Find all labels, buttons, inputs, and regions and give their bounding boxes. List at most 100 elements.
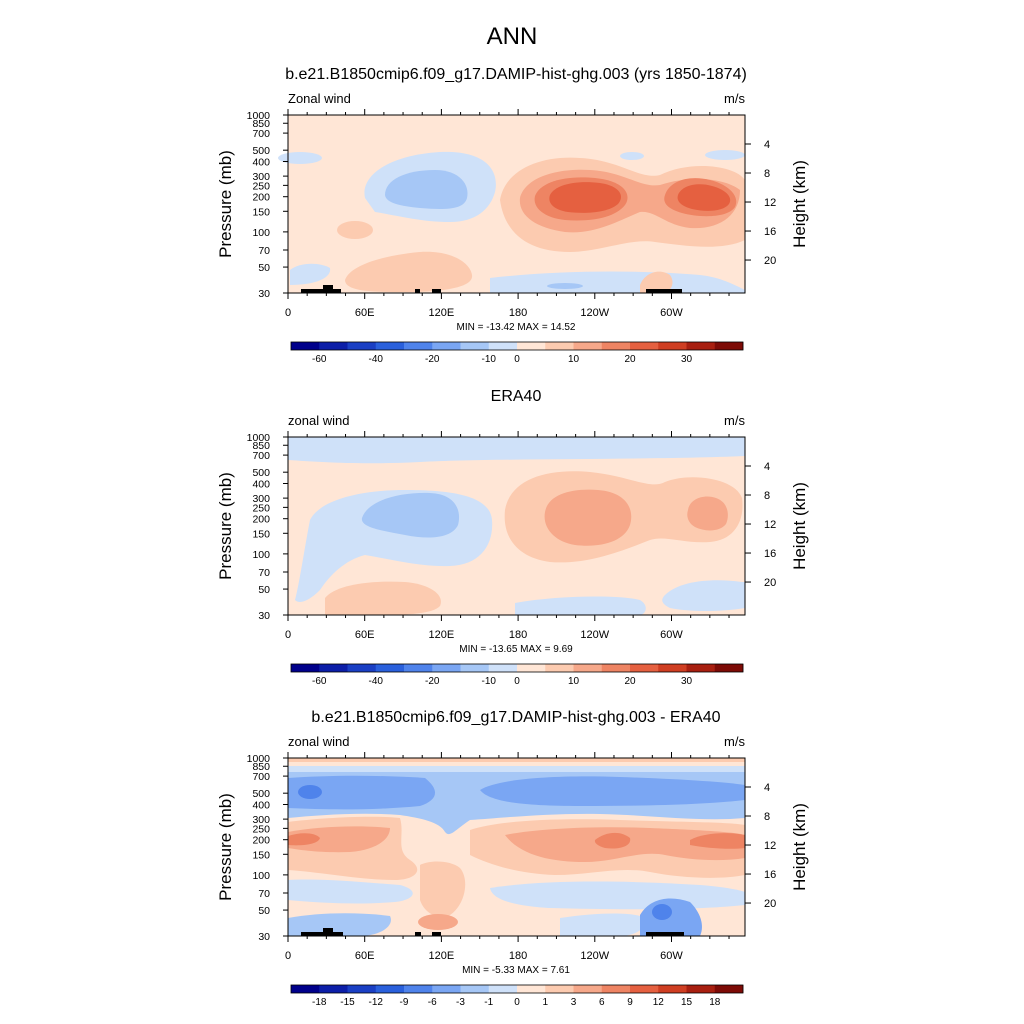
colorbar-swatch	[375, 985, 405, 993]
contour-regions	[288, 437, 745, 615]
y-right-tick-label: 4	[764, 139, 770, 151]
colorbar-swatch	[573, 664, 603, 672]
colorbar-swatch	[347, 664, 377, 672]
contour-region	[560, 913, 646, 936]
main-title: ANN	[487, 23, 538, 50]
contour-region	[690, 833, 745, 849]
y-tick-label: 500	[252, 788, 270, 800]
panel-title: b.e21.B1850cmip6.f09_g17.DAMIP-hist-ghg.…	[311, 709, 720, 726]
y-right-tick-label: 4	[764, 461, 770, 473]
y-right-tick-label: 12	[764, 840, 776, 852]
stats-label: MIN = -13.65 MAX = 9.69	[459, 644, 573, 655]
contour-region	[480, 776, 745, 806]
panel-reference: ERA40 zonal wind m/s 0 60E 12	[216, 388, 809, 687]
contour-region	[278, 152, 322, 164]
colorbar-swatch	[347, 342, 377, 350]
colorbar-swatch	[658, 342, 687, 350]
contour-region	[515, 596, 646, 615]
y-tick-label: 400	[252, 800, 270, 812]
y-tick-label: 50	[258, 262, 270, 274]
colorbar-swatch	[347, 985, 377, 993]
colorbar-swatch	[714, 664, 744, 672]
y-axis-label-right: Height (km)	[790, 482, 809, 570]
y-tick-label: 150	[252, 849, 270, 861]
colorbar-swatch	[517, 985, 546, 993]
colorbar-swatch	[291, 985, 320, 993]
contour-region	[677, 184, 731, 211]
y-tick-label: 30	[258, 931, 270, 943]
contour-region	[549, 182, 621, 213]
stats-label: MIN = -13.42 MAX = 14.52	[457, 322, 576, 333]
colorbar-swatch	[714, 985, 744, 993]
x-tick-label: 180	[509, 629, 527, 641]
colorbar-swatch	[488, 985, 518, 993]
contour-region	[288, 826, 390, 853]
y-tick-label: 250	[252, 180, 270, 192]
x-tick-label: 180	[509, 950, 527, 962]
x-tick-label: 60E	[355, 950, 375, 962]
colorbar-swatch	[488, 664, 518, 672]
x-tick-label: 120E	[429, 950, 455, 962]
colorbar-label: -10	[482, 354, 497, 365]
colorbar-swatch	[319, 664, 348, 672]
y-axis-label: Pressure (mb)	[216, 793, 235, 901]
topography	[301, 289, 341, 293]
variable-label: zonal wind	[288, 734, 349, 749]
variable-label: zonal wind	[288, 413, 349, 428]
colorbar-swatch	[630, 985, 659, 993]
colorbar-swatch	[460, 342, 490, 350]
plot-frame	[287, 436, 746, 616]
x-tick-label: 120W	[580, 307, 609, 319]
y-axis-label: Pressure (mb)	[216, 472, 235, 580]
contour-region	[288, 833, 320, 846]
colorbar-label: -9	[400, 997, 409, 1008]
colorbar-swatch	[686, 664, 716, 672]
variable-label: Zonal wind	[288, 91, 351, 106]
y-right-tick-label: 8	[764, 811, 770, 823]
colorbar-label: 0	[514, 354, 520, 365]
colorbar-swatch	[630, 664, 659, 672]
contour-region	[620, 152, 644, 160]
colorbar-swatch	[404, 664, 433, 672]
contour-region	[288, 452, 745, 464]
colorbar-label: -12	[369, 997, 384, 1008]
y-tick-label: 250	[252, 502, 270, 514]
y-tick-label: 300	[252, 814, 270, 826]
contour-region	[290, 263, 331, 285]
y-tick-label: 500	[252, 145, 270, 157]
colorbar-label: 1	[542, 997, 548, 1008]
contour-region	[337, 221, 373, 239]
colorbar-label: 10	[568, 354, 580, 365]
colorbar-label: 9	[627, 997, 633, 1008]
plot-frame	[287, 114, 746, 294]
y-tick-label: 400	[252, 157, 270, 169]
panel-difference: b.e21.B1850cmip6.f09_g17.DAMIP-hist-ghg.…	[216, 709, 809, 1008]
x-tick-label: 60W	[660, 629, 683, 641]
colorbar-swatch	[658, 985, 687, 993]
colorbar-swatch	[658, 664, 687, 672]
y-right-tick-label: 16	[764, 869, 776, 881]
x-tick-label: 60W	[660, 307, 683, 319]
colorbar-frame	[290, 341, 744, 351]
topography	[415, 289, 420, 293]
colorbar-swatch	[404, 342, 433, 350]
colorbar-label: -40	[369, 354, 384, 365]
colorbar-swatch	[404, 985, 433, 993]
colorbar: -18 -15 -12 -9 -6 -3 -1 0 1 3 6 9 12 15 18	[290, 984, 744, 1008]
contour-region	[594, 832, 631, 849]
y-tick-label: 250	[252, 823, 270, 835]
topography-mask	[301, 285, 682, 293]
contour-region	[288, 758, 745, 762]
y-right-tick-label: 16	[764, 226, 776, 238]
stats-label: MIN = -5.33 MAX = 7.61	[462, 965, 570, 976]
colorbar-swatch	[686, 342, 716, 350]
colorbar-label: 15	[681, 997, 693, 1008]
colorbar-label: -60	[312, 676, 327, 687]
units-label: m/s	[724, 413, 745, 428]
contour-region	[288, 913, 391, 936]
colorbar-swatch	[291, 342, 320, 350]
